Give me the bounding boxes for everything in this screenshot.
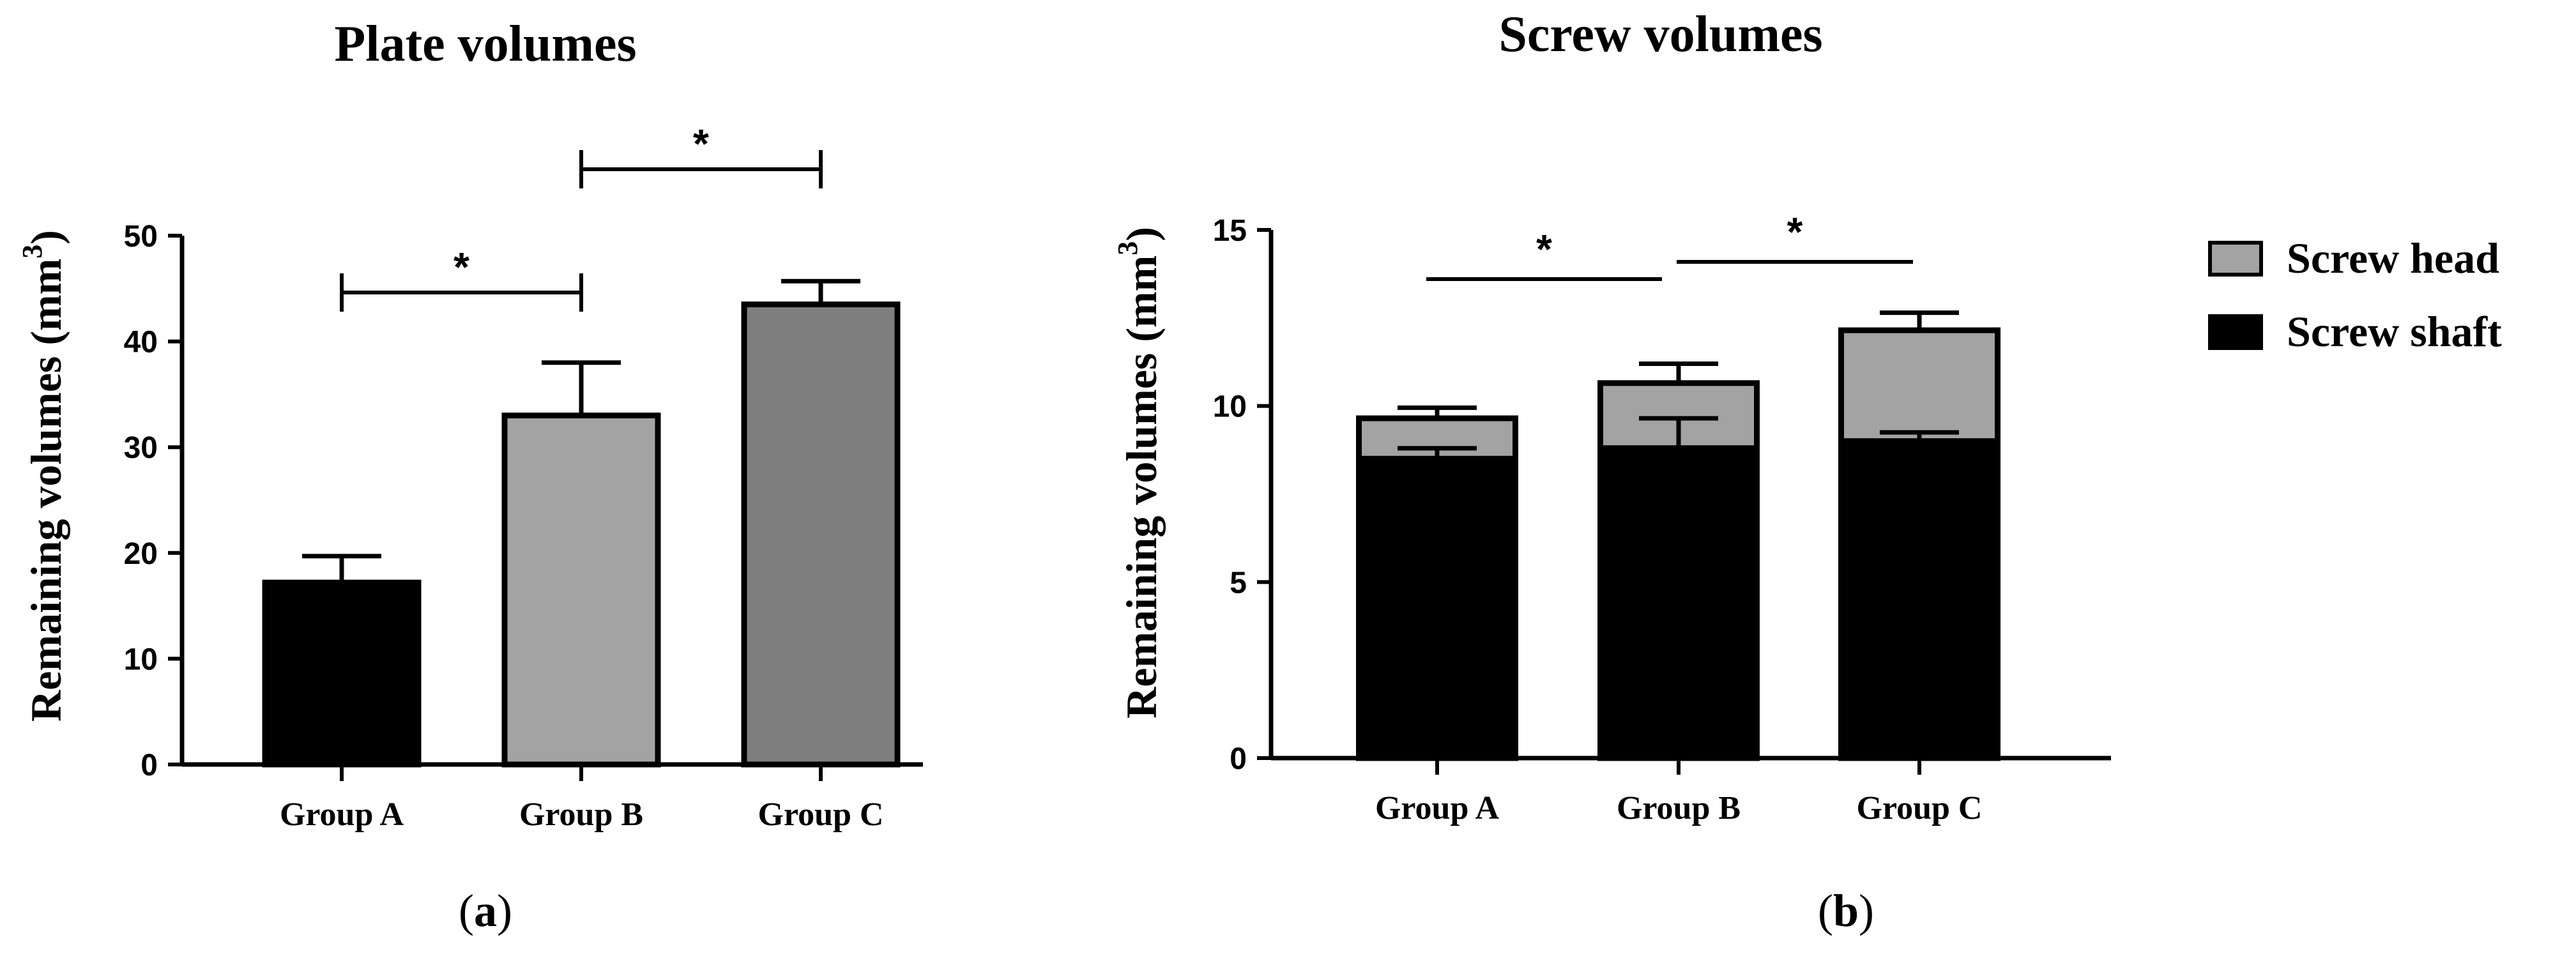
x-tick-label: Group C: [758, 796, 884, 833]
bar: [741, 301, 901, 768]
x-tick-label: Group B: [1617, 790, 1741, 826]
panel-label: (b): [1818, 885, 1874, 936]
bar-segment-screw-shaft: [1356, 455, 1518, 761]
bar: [501, 413, 661, 768]
y-tick-label: 40: [124, 326, 158, 360]
legend-swatch: [2208, 241, 2263, 277]
bar-segment-screw-head: [1356, 415, 1518, 462]
y-axis-label: Remaining volumes (mm3): [1112, 227, 1166, 718]
y-tick-label: 0: [1230, 742, 1247, 776]
y-tick-label: 0: [141, 749, 158, 782]
legend: Screw head Screw shaft: [2208, 234, 2502, 356]
y-tick-label: 20: [124, 537, 158, 571]
y-axis-label: Remaining volumes (mm3): [17, 230, 70, 722]
bar-segment-screw-shaft: [1838, 438, 2001, 761]
legend-label: Screw head: [2287, 234, 2499, 282]
x-tick-label: Group A: [280, 796, 404, 833]
chart-title: Plate volumes: [334, 16, 636, 72]
y-tick-label: 10: [1213, 390, 1247, 424]
y-tick-label: 5: [1230, 566, 1247, 600]
x-tick-label: Group C: [1857, 790, 1983, 826]
plate-volumes-chart: Plate volumes Remaining volumes (mm3) 0 1…: [17, 16, 923, 936]
bar-segment-screw-shaft: [1597, 445, 1760, 761]
bar: [262, 579, 422, 768]
chart-title: Screw volumes: [1498, 6, 1822, 63]
panel-label: (a): [459, 885, 512, 936]
x-tick-label: Group A: [1375, 790, 1500, 826]
legend-label: Screw shaft: [2287, 307, 2502, 356]
y-tick-label: 15: [1213, 214, 1247, 248]
significance-label: *: [453, 244, 469, 290]
bar-segment-screw-head: [1838, 327, 2001, 445]
y-tick-label: 30: [124, 431, 158, 465]
legend-swatch: [2208, 314, 2263, 350]
significance-label: *: [693, 121, 709, 167]
y-tick-label: 10: [124, 642, 158, 676]
y-tick-label: 50: [124, 220, 158, 254]
significance-label: *: [1787, 209, 1803, 255]
screw-volumes-chart: Screw volumes Remaining volumes (mm3) 0 5…: [1112, 6, 2502, 936]
significance-label: *: [1536, 226, 1552, 272]
x-tick-label: Group B: [519, 796, 643, 833]
